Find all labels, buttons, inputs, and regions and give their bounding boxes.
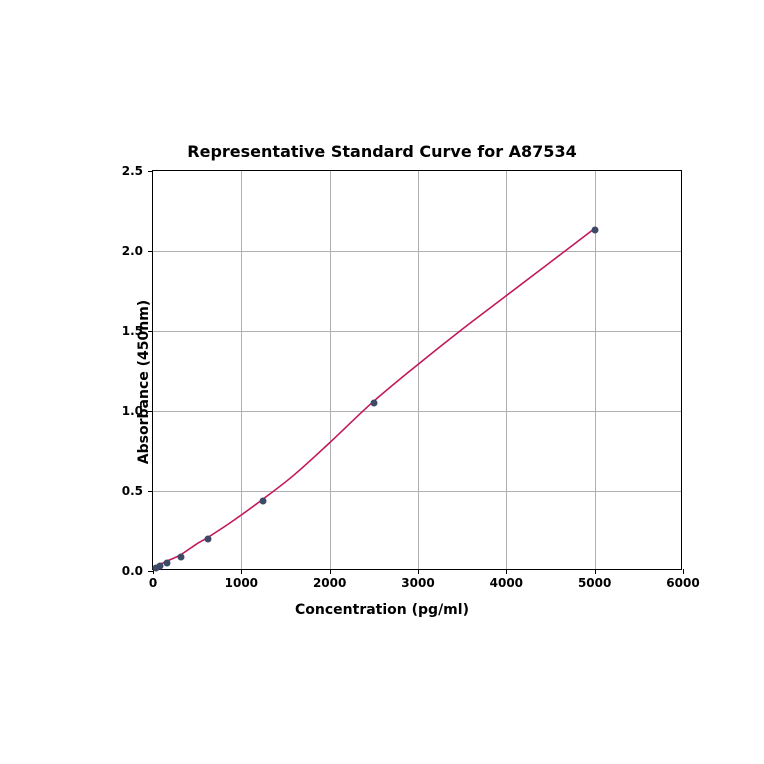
fitted-curve [153, 171, 681, 569]
tick-x [506, 569, 507, 574]
chart-title: Representative Standard Curve for A87534 [62, 142, 702, 161]
x-tick-label: 3000 [401, 576, 434, 590]
data-point [205, 536, 212, 543]
data-point [260, 497, 267, 504]
x-tick-label: 1000 [225, 576, 258, 590]
x-tick-label: 5000 [578, 576, 611, 590]
tick-x [330, 569, 331, 574]
x-tick-label: 6000 [666, 576, 699, 590]
y-tick-label: 2.0 [122, 244, 143, 258]
data-point [591, 227, 598, 234]
x-tick-label: 4000 [490, 576, 523, 590]
tick-x [418, 569, 419, 574]
y-tick-label: 1.0 [122, 404, 143, 418]
y-tick-label: 0.0 [122, 564, 143, 578]
tick-x [595, 569, 596, 574]
tick-y [148, 571, 153, 572]
tick-x [241, 569, 242, 574]
y-tick-label: 1.5 [122, 324, 143, 338]
data-point [163, 560, 170, 567]
y-tick-label: 2.5 [122, 164, 143, 178]
data-point [156, 563, 163, 570]
x-tick-label: 2000 [313, 576, 346, 590]
y-tick-label: 0.5 [122, 484, 143, 498]
x-tick-label: 0 [149, 576, 157, 590]
curve-path [157, 230, 593, 566]
data-point [370, 400, 377, 407]
plot-area: 01000200030004000500060000.00.51.01.52.0… [152, 170, 682, 570]
x-axis-label: Concentration (pg/ml) [62, 602, 702, 618]
data-point [177, 553, 184, 560]
tick-x [683, 569, 684, 574]
chart-container: Representative Standard Curve for A87534… [62, 142, 702, 622]
